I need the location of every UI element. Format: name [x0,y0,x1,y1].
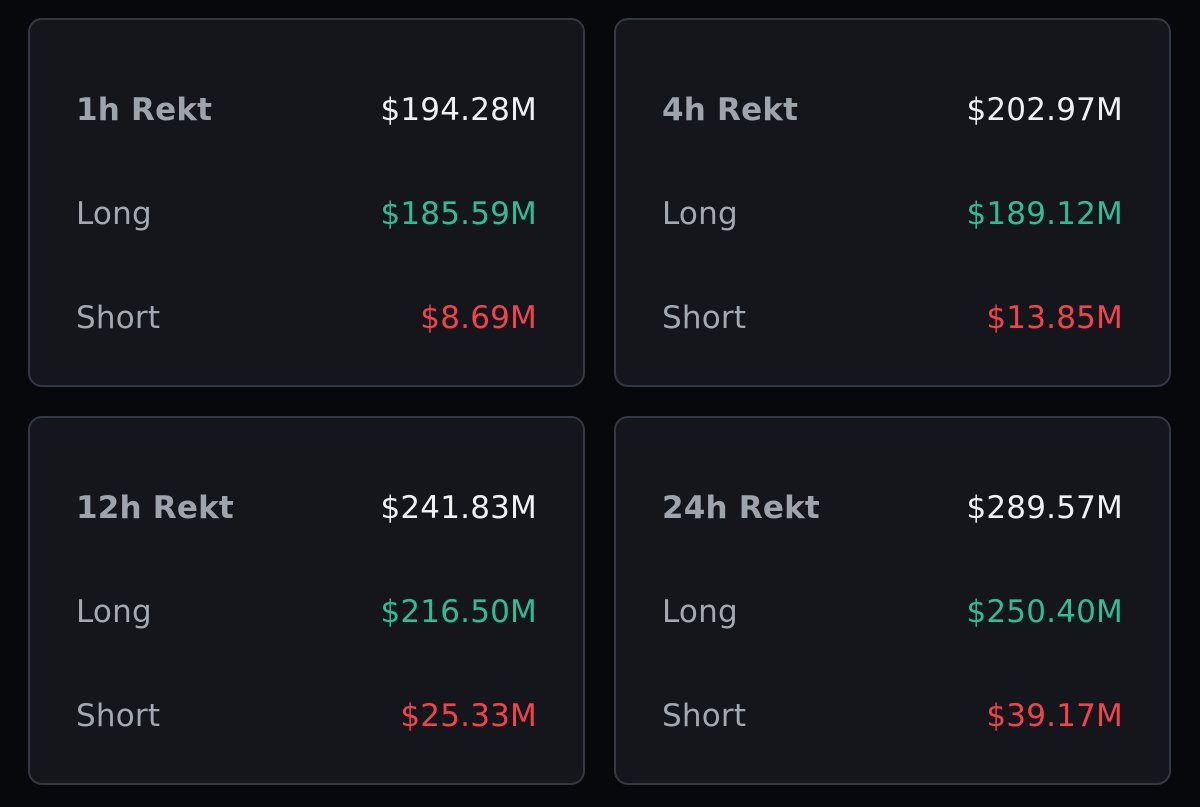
rekt-total-row: 12h Rekt $241.83M [76,486,537,530]
short-row: Short $25.33M [76,694,537,738]
short-value: $8.69M [420,300,537,336]
long-row: Long $250.40M [662,590,1123,634]
rekt-card-4h: 4h Rekt $202.97M Long $189.12M Short $13… [614,18,1171,387]
long-label: Long [662,594,738,630]
rekt-total-value: $289.57M [966,490,1123,526]
short-value: $13.85M [986,300,1123,336]
short-row: Short $39.17M [662,694,1123,738]
rekt-period-label: 24h Rekt [662,490,820,526]
rekt-card-1h: 1h Rekt $194.28M Long $185.59M Short $8.… [28,18,585,387]
long-row: Long $185.59M [76,192,537,236]
short-label: Short [662,300,747,336]
rekt-total-row: 4h Rekt $202.97M [662,88,1123,132]
short-value: $39.17M [986,698,1123,734]
rekt-total-row: 1h Rekt $194.28M [76,88,537,132]
rekt-period-label: 12h Rekt [76,490,234,526]
rekt-period-label: 1h Rekt [76,92,213,128]
rekt-total-value: $202.97M [966,92,1123,128]
long-value: $185.59M [380,196,537,232]
rekt-period-label: 4h Rekt [662,92,799,128]
rekt-card-24h: 24h Rekt $289.57M Long $250.40M Short $3… [614,416,1171,785]
long-value: $216.50M [380,594,537,630]
long-label: Long [76,594,152,630]
long-row: Long $189.12M [662,192,1123,236]
short-value: $25.33M [400,698,537,734]
rekt-card-12h: 12h Rekt $241.83M Long $216.50M Short $2… [28,416,585,785]
long-value: $250.40M [966,594,1123,630]
short-label: Short [662,698,747,734]
long-row: Long $216.50M [76,590,537,634]
long-value: $189.12M [966,196,1123,232]
long-label: Long [76,196,152,232]
short-label: Short [76,300,161,336]
short-label: Short [76,698,161,734]
rekt-total-value: $194.28M [380,92,537,128]
rekt-total-row: 24h Rekt $289.57M [662,486,1123,530]
long-label: Long [662,196,738,232]
short-row: Short $8.69M [76,296,537,340]
rekt-total-value: $241.83M [380,490,537,526]
short-row: Short $13.85M [662,296,1123,340]
